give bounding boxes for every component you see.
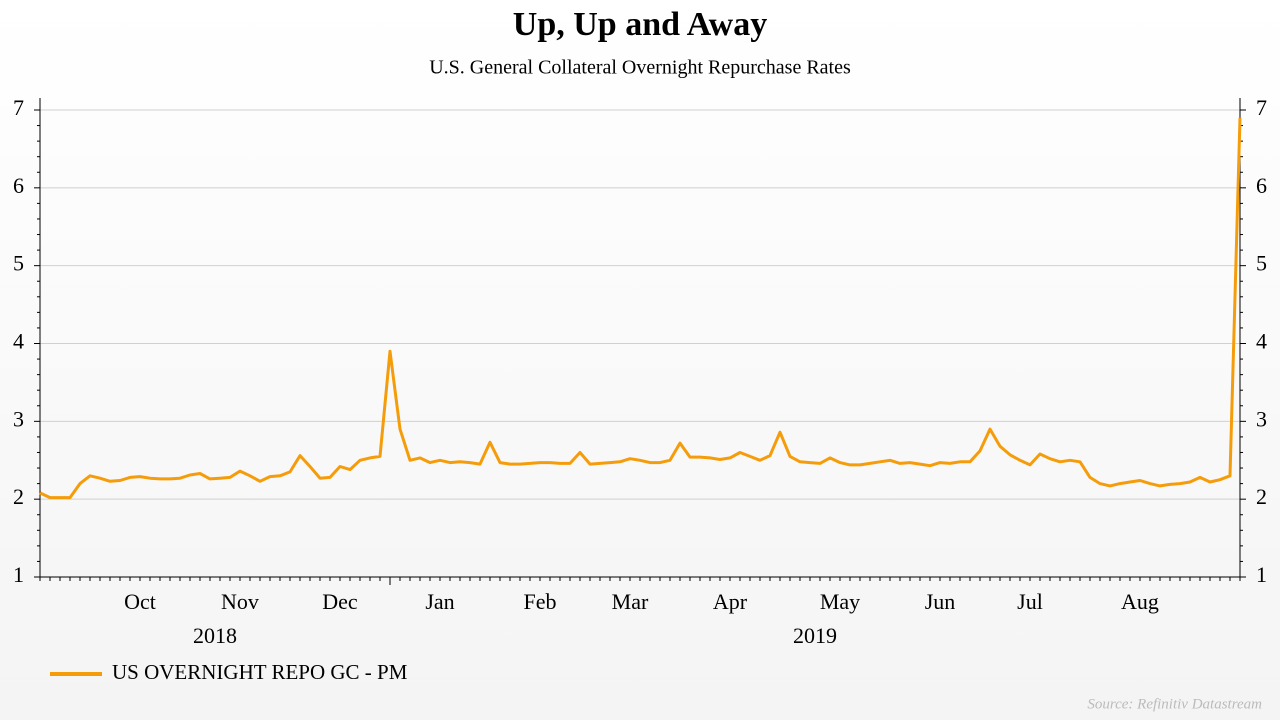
y-tick-label: 5 <box>13 251 24 276</box>
x-tick-label: Mar <box>612 589 649 614</box>
chart-title: Up, Up and Away <box>513 6 767 43</box>
x-tick-label: Dec <box>322 589 358 614</box>
y2-tick-label: 3 <box>1256 406 1267 431</box>
x-tick-label: Feb <box>524 589 557 614</box>
y2-tick-label: 2 <box>1256 484 1267 509</box>
year-label: 2019 <box>793 623 837 648</box>
chart-subtitle: U.S. General Collateral Overnight Repurc… <box>429 57 851 79</box>
y2-tick-label: 5 <box>1256 251 1267 276</box>
data-line <box>39 117 1242 500</box>
y2-tick-label: 1 <box>1256 562 1267 587</box>
x-tick-label: Oct <box>124 589 156 614</box>
x-tick-label: Apr <box>713 589 748 614</box>
x-tick-label: May <box>820 589 860 614</box>
y-tick-label: 3 <box>13 406 24 431</box>
year-label: 2018 <box>193 623 237 648</box>
y-tick-label: 7 <box>13 95 24 120</box>
x-tick-label: Jul <box>1017 589 1043 614</box>
legend-label: US OVERNIGHT REPO GC - PM <box>112 660 408 684</box>
y2-tick-label: 4 <box>1256 329 1267 354</box>
x-tick-label: Aug <box>1121 589 1159 614</box>
x-tick-label: Jan <box>425 589 454 614</box>
y-tick-label: 2 <box>13 484 24 509</box>
y2-tick-label: 7 <box>1256 95 1267 120</box>
y-tick-label: 6 <box>13 173 24 198</box>
source: Source: Refinitiv Datastream <box>1087 696 1262 712</box>
x-tick-label: Jun <box>925 589 956 614</box>
x-tick-label: Nov <box>221 589 259 614</box>
y-tick-label: 4 <box>13 329 24 354</box>
y2-tick-label: 6 <box>1256 173 1267 198</box>
y-tick-label: 1 <box>13 562 24 587</box>
